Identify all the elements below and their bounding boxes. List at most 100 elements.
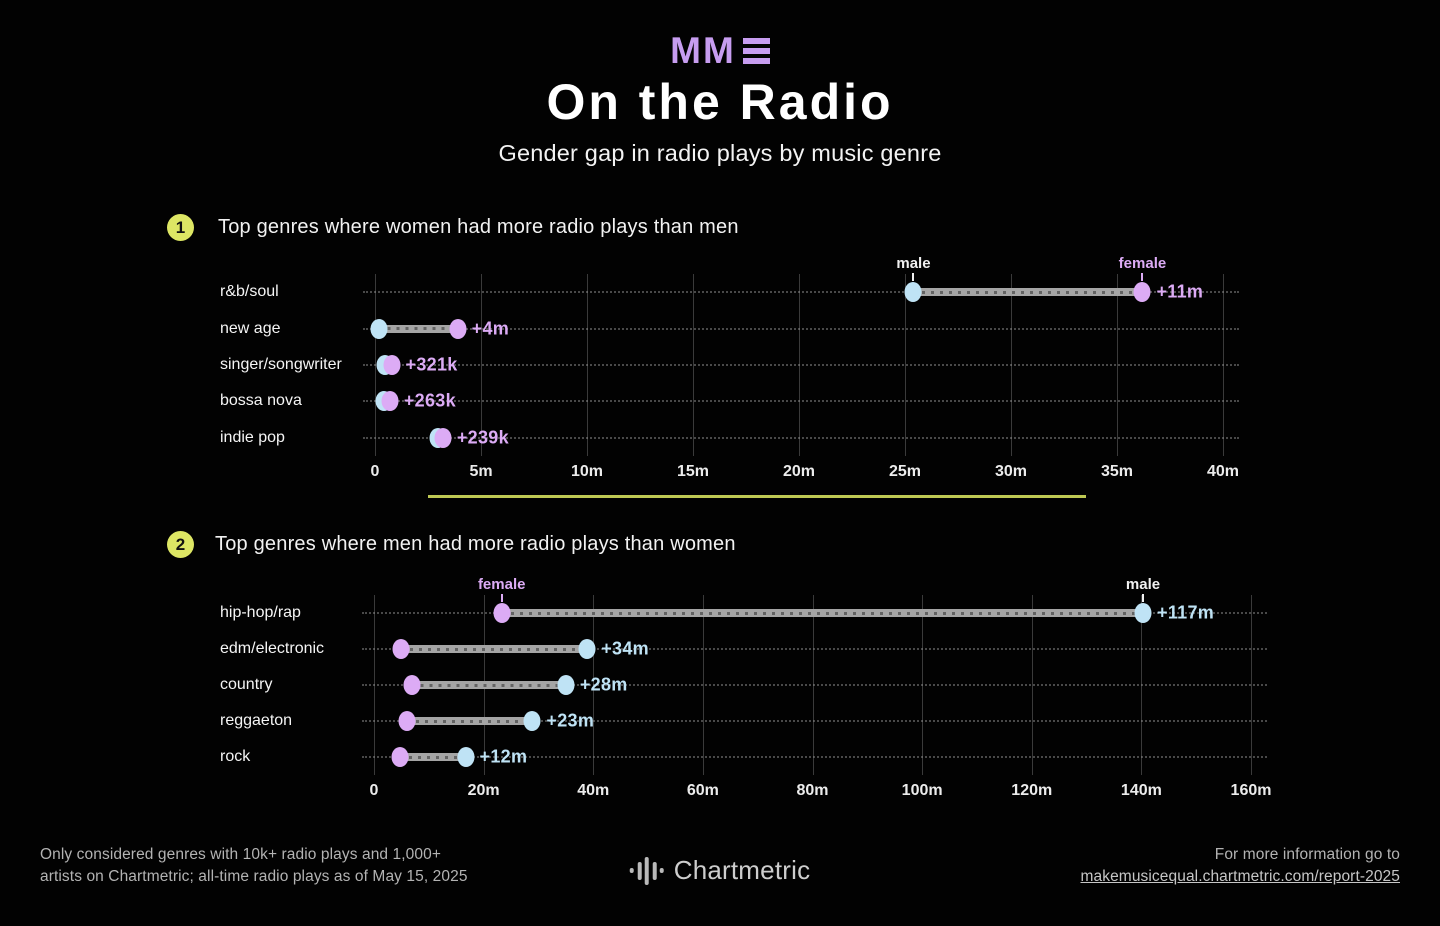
female-dot [403, 675, 421, 695]
row-guide-line [363, 291, 1239, 294]
male-dot [370, 318, 388, 339]
soundwave-icon [629, 856, 664, 885]
gridline [693, 274, 694, 456]
x-axis-tick-label: 100m [901, 782, 943, 799]
genre-label: r&b/soul [220, 283, 279, 301]
male-annotation-tick [1142, 594, 1145, 602]
female-dot [493, 603, 511, 623]
gap-value-label: +263k [403, 390, 456, 411]
female-annotation-tick [500, 594, 503, 602]
female-dot [383, 355, 401, 375]
x-axis-tick-label: 120m [1011, 782, 1053, 799]
x-axis-tick-label: 30m [994, 463, 1028, 480]
gap-value-label: +11m [1156, 281, 1204, 302]
gap-value-label: +28m [579, 674, 628, 695]
gap-value-label: +23m [546, 710, 595, 731]
x-axis-tick-label: 60m [686, 782, 719, 799]
section-2-number-badge: 2 [167, 531, 194, 558]
male-annotation-label: male [1125, 576, 1161, 593]
male-annotation-tick [912, 273, 915, 282]
gridline [1031, 595, 1033, 775]
gap-value-label: +239k [456, 427, 509, 448]
gridline [587, 274, 588, 456]
gridline [481, 274, 482, 456]
mme-logo-text: MM [670, 30, 736, 71]
female-dot [434, 427, 452, 448]
report-link[interactable]: makemusicequal.chartmetric.com/report-20… [1080, 868, 1400, 885]
gap-value-label: +12m [479, 746, 528, 767]
x-axis-tick-label: 0 [370, 463, 380, 480]
dumbbell-bar [379, 324, 458, 333]
row-guide-line [362, 612, 1267, 614]
x-axis-tick-label: 25m [888, 463, 922, 480]
footer-info-line1: For more information go to [1214, 846, 1400, 863]
row-guide-line [362, 684, 1267, 686]
dumbbell-bar [399, 753, 466, 761]
female-annotation-label: female [477, 576, 526, 593]
gridline [922, 595, 924, 775]
male-annotation-label: male [896, 255, 931, 273]
footer-note-line2: artists on Chartmetric; all-time radio p… [40, 868, 468, 885]
footer-info: For more information go to makemusicequa… [1081, 844, 1401, 888]
gridline [905, 274, 906, 456]
x-axis-tick-label: 20m [782, 463, 816, 480]
female-dot [381, 391, 399, 412]
gap-value-label: +34m [601, 638, 649, 659]
genre-label: singer/songwriter [220, 356, 342, 373]
gridline [812, 595, 814, 775]
page-title: On the Radio [546, 74, 894, 130]
male-dot [904, 282, 922, 303]
female-annotation-tick [1141, 273, 1144, 282]
genre-label: bossa nova [220, 392, 302, 410]
x-axis-tick-label: 10m [570, 463, 604, 480]
genre-label: indie pop [220, 428, 285, 446]
chartmetric-logo: Chartmetric [629, 855, 811, 886]
row-guide-line [362, 648, 1267, 650]
x-axis-tick-label: 20m [467, 782, 500, 799]
dumbbell-bar [913, 288, 1143, 297]
x-axis-tick-label: 0 [369, 782, 379, 799]
male-dot [1134, 603, 1152, 623]
footer-note-line1: Only considered genres with 10k+ radio p… [40, 846, 441, 863]
female-dot [1133, 282, 1151, 303]
section-1-number-badge: 1 [167, 214, 194, 241]
genre-label: country [220, 676, 273, 693]
gridline [1223, 274, 1224, 456]
genre-label: edm/electronic [220, 640, 325, 657]
footer-note: Only considered genres with 10k+ radio p… [40, 844, 468, 888]
row-guide-line [363, 436, 1239, 439]
female-dot [391, 747, 409, 767]
gridline [1251, 595, 1252, 775]
section-2-heading: Top genres where men had more radio play… [215, 533, 736, 555]
x-axis-tick-label: 40m [577, 782, 610, 799]
gridline [799, 274, 800, 456]
genre-label: rock [220, 748, 251, 765]
female-dot [398, 711, 416, 731]
gap-value-label: +117m [1157, 602, 1215, 623]
row-guide-line [363, 327, 1239, 330]
gap-value-label: +4m [471, 318, 510, 339]
female-annotation-label: female [1118, 255, 1167, 273]
dumbbell-bar [406, 717, 533, 725]
genre-label: new age [220, 319, 281, 337]
mme-logo-bars-icon [742, 37, 770, 64]
page-subtitle: Gender gap in radio plays by music genre [498, 140, 942, 166]
male-dot [523, 711, 541, 731]
dumbbell-bar [501, 609, 1143, 617]
x-axis-tick-label: 5m [469, 463, 493, 480]
gridline [1117, 274, 1118, 456]
gridline [593, 595, 595, 775]
chartmetric-wordmark: Chartmetric [673, 855, 811, 885]
male-dot [429, 427, 447, 448]
x-axis-tick-label: 80m [796, 782, 829, 799]
row-guide-line [362, 720, 1267, 722]
male-dot [578, 639, 596, 659]
x-axis-tick-label: 160m [1230, 782, 1272, 799]
section-divider [428, 495, 1086, 498]
x-axis-tick-label: 35m [1100, 463, 1134, 480]
header: MM On the Radio Gender gap in radio play… [0, 32, 1440, 167]
gap-value-label: +321k [405, 354, 458, 375]
genre-label: reggaeton [220, 712, 293, 729]
section-1-heading: Top genres where women had more radio pl… [218, 216, 739, 238]
